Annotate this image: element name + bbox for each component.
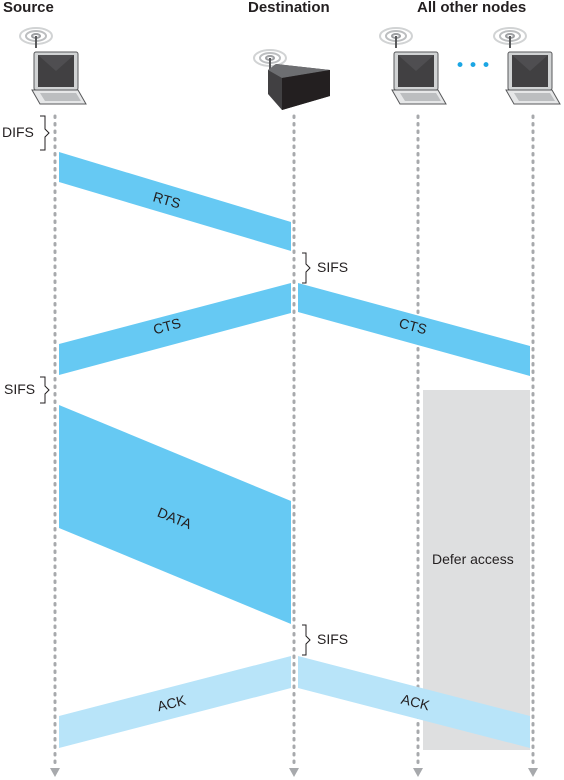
sifs-label: SIFS <box>317 631 349 647</box>
timeline-source <box>50 114 60 777</box>
sifs-bracket <box>302 624 311 656</box>
sifs-bracket <box>302 252 311 284</box>
sifs-label: SIFS <box>317 259 349 275</box>
destination-header: Destination <box>248 0 330 16</box>
more-nodes-ellipsis: ••• <box>455 56 495 76</box>
other-node-laptop-icon <box>379 27 447 105</box>
other-nodes-header: All other nodes <box>417 0 527 16</box>
timeline-other-node <box>528 114 538 777</box>
timeline-other-node <box>413 114 423 777</box>
sifs-bracket <box>40 376 50 404</box>
other-node-laptop-icon <box>493 27 561 105</box>
ack-frame-to-source <box>59 656 291 748</box>
sifs-label: SIFS <box>4 381 36 397</box>
defer-access-label: Defer access <box>432 551 514 567</box>
access-point-icon <box>253 49 330 110</box>
source-laptop-icon <box>19 27 87 105</box>
cts-frame-to-source <box>59 283 291 375</box>
data-frame <box>59 405 291 624</box>
difs-bracket <box>40 115 50 151</box>
cts-frame-to-others <box>298 283 530 376</box>
source-header: Source <box>3 0 54 16</box>
difs-label: DIFS <box>2 124 34 140</box>
defer-access-region <box>423 390 530 750</box>
rts-frame <box>59 152 291 251</box>
ack-frame-to-others <box>298 656 530 748</box>
timeline-destination <box>289 114 299 777</box>
